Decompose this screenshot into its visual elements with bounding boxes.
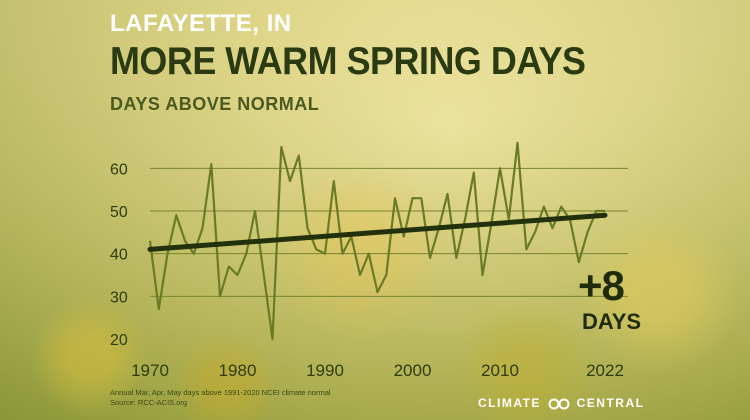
location-label: LAFAYETTE, IN [110, 10, 292, 37]
y-tick-label: 30 [110, 289, 128, 306]
y-axis-ticks: 20 30 40 50 60 [110, 161, 128, 349]
y-tick-label: 60 [110, 161, 128, 178]
x-tick-label: 2010 [481, 361, 519, 380]
brand-right: CENTRAL [576, 396, 645, 410]
trend-line [147, 212, 608, 252]
chart-subtitle: DAYS ABOVE NORMAL [110, 94, 320, 114]
series-line [148, 141, 605, 341]
y-tick-label: 20 [110, 332, 128, 349]
footnote: Annual Mar, Apr, May days above 1991-202… [110, 388, 331, 397]
y-tick-label: 40 [110, 247, 128, 264]
x-tick-label: 2022 [586, 361, 624, 380]
y-tick-label: 50 [110, 204, 128, 221]
x-tick-label: 1990 [306, 361, 344, 380]
source-note: Source: RCC-ACIS.org [110, 398, 188, 407]
infinity-icon [548, 398, 570, 410]
change-value: +8 [578, 262, 625, 309]
grid-lines [150, 167, 628, 297]
x-axis-ticks: 1970 1980 1990 2000 2010 2022 [131, 361, 624, 380]
brand-logo: CLIMATE CENTRAL [478, 396, 644, 410]
x-tick-label: 1970 [131, 361, 169, 380]
change-unit: DAYS [582, 309, 642, 334]
brand-left: CLIMATE [478, 396, 541, 410]
chart-title: MORE WARM SPRING DAYS [110, 40, 586, 83]
x-tick-label: 1980 [219, 361, 257, 380]
x-tick-label: 2000 [394, 361, 432, 380]
